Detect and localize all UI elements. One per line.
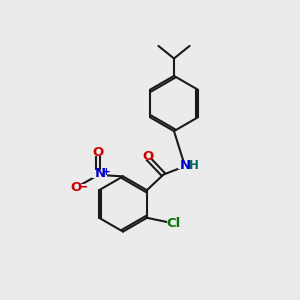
Text: O: O [142, 150, 153, 163]
FancyBboxPatch shape [92, 170, 107, 178]
FancyBboxPatch shape [95, 149, 102, 156]
FancyBboxPatch shape [72, 184, 85, 191]
Text: H: H [188, 159, 198, 172]
Text: −: − [77, 181, 88, 194]
Text: N: N [94, 167, 106, 180]
Text: N: N [180, 159, 191, 172]
FancyBboxPatch shape [178, 162, 194, 169]
Text: +: + [101, 167, 110, 177]
FancyBboxPatch shape [167, 220, 179, 227]
Text: O: O [70, 181, 81, 194]
Text: Cl: Cl [166, 217, 180, 230]
FancyBboxPatch shape [144, 153, 152, 160]
Text: O: O [93, 146, 104, 159]
